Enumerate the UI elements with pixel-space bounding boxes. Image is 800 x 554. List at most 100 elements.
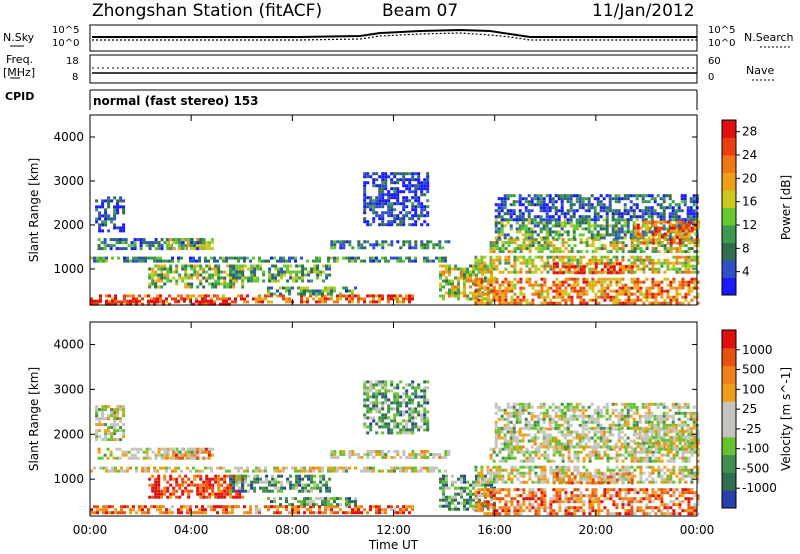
- x-tick-label: 00:00: [73, 523, 108, 537]
- freq-label: Freq.: [6, 53, 34, 66]
- noise-search-trace: [92, 32, 697, 41]
- x-tick-label: 04:00: [174, 523, 209, 537]
- data-regions: [90, 380, 700, 516]
- region-3: [95, 405, 126, 442]
- x-tick-label: 12:00: [376, 523, 411, 537]
- data-regions: [90, 172, 700, 306]
- colorbar-swatch: [722, 472, 736, 491]
- region-16: [633, 429, 700, 454]
- region-18: [552, 262, 634, 275]
- region-6: [229, 474, 332, 493]
- y-axis-label: Slant Range [km]: [27, 158, 41, 262]
- colorbar-swatch: [722, 436, 736, 456]
- y-tick-label: 3000: [53, 174, 84, 188]
- x-tick-label: 20:00: [579, 523, 614, 537]
- colorbar-label: Velocity [m s^-1]: [779, 367, 793, 471]
- region-11: [474, 488, 700, 516]
- region-1: [90, 299, 231, 306]
- colorbar-swatch: [722, 365, 736, 384]
- region-16: [494, 194, 699, 222]
- colorbar-swatch: [722, 330, 736, 349]
- region-5: [165, 447, 214, 460]
- noise-left-tick-top: 10^5: [52, 25, 80, 36]
- colorbar-tick-label: -100: [742, 442, 769, 456]
- freq-unit-label: [MHz]: [3, 66, 36, 79]
- cpid-label: CPID: [5, 90, 35, 103]
- colorbar-label: Power [dB]: [779, 175, 793, 240]
- noise-right-tick-bottom: 10^0: [708, 38, 736, 49]
- nsky-label: N.Sky: [3, 31, 35, 44]
- freq-right-tick-bottom: 0: [708, 72, 715, 83]
- colorbar-tick-label: 16: [742, 195, 757, 209]
- y-tick-label: 1000: [53, 262, 84, 276]
- colorbar-swatch: [722, 155, 736, 173]
- colorbar-swatch: [722, 172, 736, 191]
- colorbar-swatch: [722, 401, 736, 420]
- colorbar-tick-label: 24: [742, 148, 757, 162]
- colorbar-swatch: [722, 347, 736, 367]
- y-tick-label: 4000: [53, 130, 84, 144]
- colorbar-tick-label: 28: [742, 125, 757, 139]
- freq-left-tick-bottom: 8: [72, 72, 79, 83]
- region-8: [330, 450, 451, 459]
- colorbar-swatch: [722, 120, 736, 138]
- colorbar-swatch: [722, 383, 736, 402]
- colorbar-frame: [721, 119, 737, 296]
- y-tick-label: 3000: [53, 382, 84, 396]
- beam-label: Beam 07: [382, 1, 459, 21]
- x-axis-label: Time UT: [368, 538, 419, 552]
- colorbar-tick-label: 8: [742, 241, 750, 255]
- nave-label: Nave: [746, 64, 775, 77]
- region-17: [552, 472, 634, 485]
- y-axis-label: Slant Range [km]: [27, 367, 41, 471]
- station-title: Zhongshan Station (fitACF): [92, 1, 323, 21]
- colorbar-tick-label: 20: [742, 171, 757, 185]
- date-label: 11/Jan/2012: [592, 1, 695, 21]
- colorbar-swatch: [722, 260, 736, 278]
- colorbar-swatch: [722, 207, 736, 226]
- x-tick-label: 00:00: [680, 523, 715, 537]
- colorbar-tick-label: 1000: [742, 343, 773, 357]
- region-17: [633, 220, 700, 245]
- y-tick-label: 1000: [53, 472, 84, 486]
- freq-right-tick-top: 60: [708, 56, 721, 67]
- noise-sky-trace: [92, 28, 697, 38]
- region-14: [489, 238, 700, 254]
- colorbar: 4 8 12 16 20 24 28 Power [dB]: [721, 119, 793, 296]
- velocity-panel: 1000 2000 3000 4000 Slant Range [km] 00:00 04:…: [27, 321, 793, 552]
- noise-right-tick-top: 10^5: [708, 25, 736, 36]
- colorbar-swatch: [722, 419, 736, 438]
- region-8: [267, 286, 357, 296]
- region-2: [90, 256, 447, 263]
- region-15: [494, 402, 699, 430]
- colorbar-swatch: [722, 277, 736, 296]
- colorbar-tick-label: 12: [742, 218, 757, 232]
- power-panel: 1000 2000 3000 4000 Slant Range [km] 4 8 12 16 20…: [27, 114, 793, 306]
- y-tick-label: 2000: [53, 218, 84, 232]
- x-tick-label: 08:00: [275, 523, 310, 537]
- colorbar-swatch: [722, 190, 736, 208]
- colorbar-tick-label: 100: [742, 382, 765, 396]
- colorbar-tick-label: 4: [742, 265, 750, 279]
- region-7: [267, 497, 357, 507]
- region-6: [165, 238, 214, 251]
- mode-text: normal (fast stereo) 153: [93, 94, 259, 108]
- colorbar-tick-label: -25: [742, 422, 762, 436]
- colorbar-tick-label: 500: [742, 363, 765, 377]
- colorbar-swatch: [722, 490, 736, 509]
- region-12: [474, 277, 700, 305]
- region-7: [229, 264, 332, 283]
- region-0: [90, 505, 414, 515]
- region-9: [330, 240, 451, 250]
- colorbar-tick-label: 25: [742, 402, 757, 416]
- noise-left-tick-bottom: 10^0: [52, 38, 80, 49]
- region-11: [439, 264, 496, 301]
- colorbar-swatch: [722, 454, 736, 473]
- freq-panel-frame: [89, 54, 698, 84]
- y-tick-label: 2000: [53, 427, 84, 441]
- region-4: [95, 196, 126, 233]
- colorbar-frame: [721, 329, 737, 509]
- colorbar-swatch: [722, 225, 736, 243]
